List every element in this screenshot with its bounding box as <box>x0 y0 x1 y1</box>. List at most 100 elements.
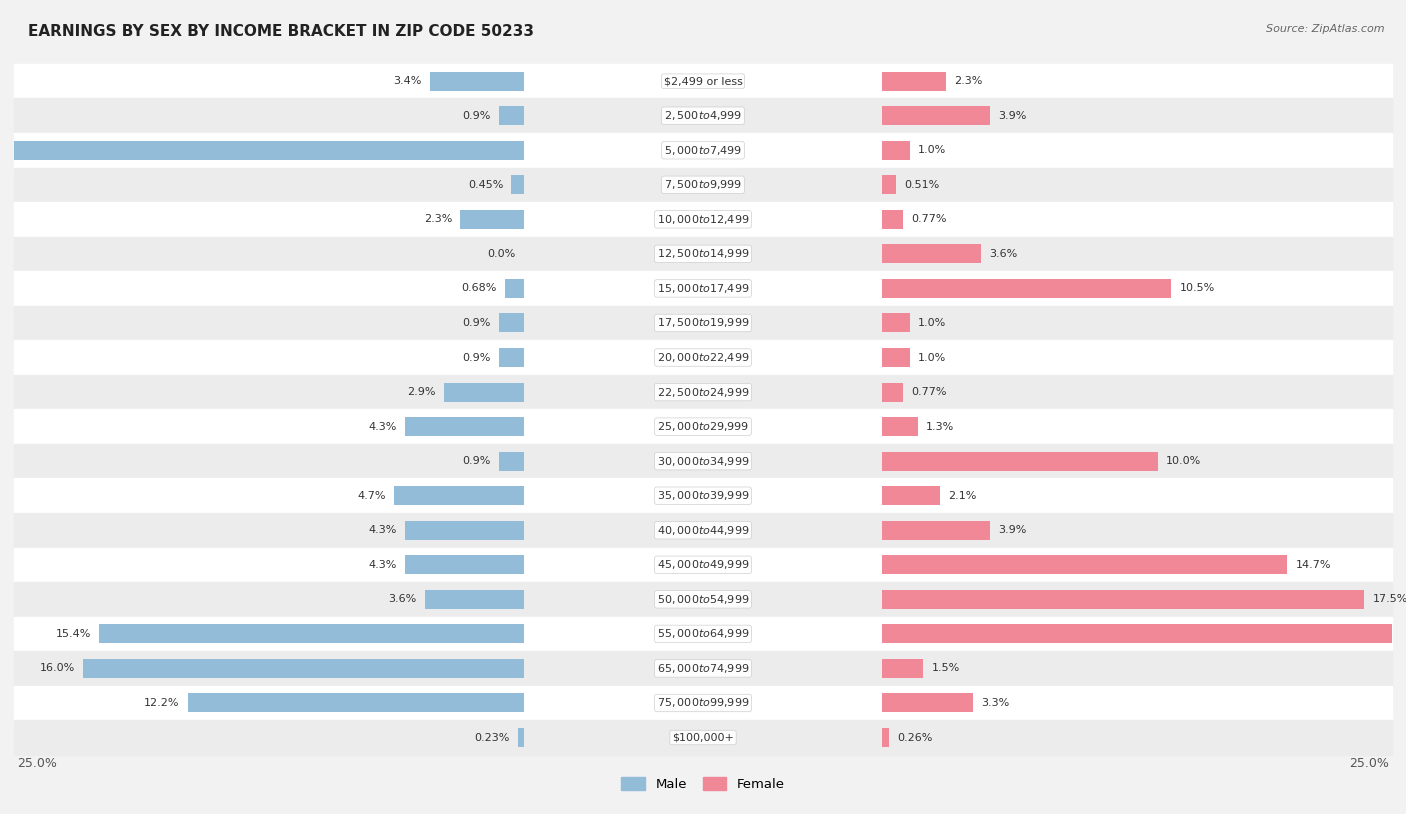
Bar <box>882 383 903 401</box>
Bar <box>14 271 1392 306</box>
Text: $30,000 to $34,999: $30,000 to $34,999 <box>657 455 749 468</box>
Text: 4.3%: 4.3% <box>368 422 396 431</box>
Bar <box>14 548 1392 582</box>
Text: $65,000 to $74,999: $65,000 to $74,999 <box>657 662 749 675</box>
Text: 0.23%: 0.23% <box>474 733 509 742</box>
Bar <box>425 590 524 609</box>
Bar <box>14 617 1392 651</box>
Text: $15,000 to $17,499: $15,000 to $17,499 <box>657 282 749 295</box>
Text: 2.9%: 2.9% <box>408 387 436 397</box>
Bar <box>0 141 524 160</box>
Text: $20,000 to $22,499: $20,000 to $22,499 <box>657 351 749 364</box>
Bar <box>430 72 524 90</box>
Text: 1.0%: 1.0% <box>918 318 946 328</box>
Bar <box>882 348 910 367</box>
Text: 3.3%: 3.3% <box>981 698 1010 708</box>
Bar <box>882 659 924 678</box>
Bar <box>83 659 524 678</box>
Bar <box>14 444 1392 479</box>
Text: $17,500 to $19,999: $17,500 to $19,999 <box>657 317 749 330</box>
Bar <box>882 244 981 264</box>
Text: $12,500 to $14,999: $12,500 to $14,999 <box>657 247 749 260</box>
Bar <box>14 202 1392 237</box>
Text: 12.2%: 12.2% <box>143 698 180 708</box>
Text: 3.6%: 3.6% <box>990 249 1018 259</box>
Bar <box>882 141 910 160</box>
Bar <box>14 513 1392 548</box>
Bar <box>882 106 990 125</box>
Bar <box>882 486 941 505</box>
Legend: Male, Female: Male, Female <box>614 770 792 798</box>
Bar <box>14 340 1392 374</box>
Bar <box>517 728 524 747</box>
Bar <box>14 479 1392 513</box>
Text: $55,000 to $64,999: $55,000 to $64,999 <box>657 628 749 641</box>
Text: 4.3%: 4.3% <box>368 525 396 536</box>
Text: 0.0%: 0.0% <box>488 249 516 259</box>
Text: 1.5%: 1.5% <box>932 663 960 673</box>
Bar <box>100 624 524 643</box>
Bar <box>14 409 1392 444</box>
Text: 25.0%: 25.0% <box>17 757 56 770</box>
Text: 10.5%: 10.5% <box>1180 283 1215 293</box>
Bar <box>499 452 524 470</box>
Bar <box>882 175 896 195</box>
Text: 10.0%: 10.0% <box>1166 456 1201 466</box>
Text: 3.4%: 3.4% <box>394 77 422 86</box>
Text: 0.9%: 0.9% <box>463 111 491 120</box>
Text: $22,500 to $24,999: $22,500 to $24,999 <box>657 386 749 399</box>
Text: $2,500 to $4,999: $2,500 to $4,999 <box>664 109 742 122</box>
Text: 4.7%: 4.7% <box>357 491 387 501</box>
Text: 3.9%: 3.9% <box>998 111 1026 120</box>
Text: 14.7%: 14.7% <box>1295 560 1331 570</box>
Text: 17.5%: 17.5% <box>1372 594 1406 604</box>
Bar <box>882 728 889 747</box>
Bar <box>405 417 524 436</box>
Bar <box>882 590 1364 609</box>
Bar <box>187 694 524 712</box>
Bar <box>14 98 1392 133</box>
Bar <box>499 313 524 332</box>
Bar <box>882 72 945 90</box>
Bar <box>882 694 973 712</box>
Text: 0.77%: 0.77% <box>911 214 948 225</box>
Bar <box>882 210 903 229</box>
Bar <box>461 210 524 229</box>
Bar <box>882 555 1288 575</box>
Bar <box>882 624 1406 643</box>
Bar <box>882 452 1157 470</box>
Bar <box>14 237 1392 271</box>
Bar <box>882 313 910 332</box>
Text: 2.3%: 2.3% <box>953 77 983 86</box>
Text: 0.68%: 0.68% <box>461 283 496 293</box>
Text: $100,000+: $100,000+ <box>672 733 734 742</box>
Bar <box>499 348 524 367</box>
Bar <box>394 486 524 505</box>
Text: $7,500 to $9,999: $7,500 to $9,999 <box>664 178 742 191</box>
Text: 0.51%: 0.51% <box>904 180 939 190</box>
Bar <box>14 63 1392 98</box>
Text: $40,000 to $44,999: $40,000 to $44,999 <box>657 523 749 536</box>
Bar <box>14 582 1392 617</box>
Text: $50,000 to $54,999: $50,000 to $54,999 <box>657 593 749 606</box>
Bar <box>14 720 1392 755</box>
Bar <box>505 279 524 298</box>
Bar <box>499 106 524 125</box>
Text: 16.0%: 16.0% <box>39 663 75 673</box>
Text: EARNINGS BY SEX BY INCOME BRACKET IN ZIP CODE 50233: EARNINGS BY SEX BY INCOME BRACKET IN ZIP… <box>28 24 534 39</box>
Bar <box>882 279 1171 298</box>
Text: 4.3%: 4.3% <box>368 560 396 570</box>
Text: 0.9%: 0.9% <box>463 456 491 466</box>
Text: 0.26%: 0.26% <box>897 733 934 742</box>
Text: $5,000 to $7,499: $5,000 to $7,499 <box>664 144 742 157</box>
Bar <box>14 168 1392 202</box>
Bar <box>405 521 524 540</box>
Text: 1.0%: 1.0% <box>918 352 946 362</box>
Bar <box>882 417 918 436</box>
Text: 0.45%: 0.45% <box>468 180 503 190</box>
Text: 3.9%: 3.9% <box>998 525 1026 536</box>
Text: 2.1%: 2.1% <box>948 491 977 501</box>
Text: $2,499 or less: $2,499 or less <box>664 77 742 86</box>
Text: $25,000 to $29,999: $25,000 to $29,999 <box>657 420 749 433</box>
Text: $75,000 to $99,999: $75,000 to $99,999 <box>657 697 749 710</box>
